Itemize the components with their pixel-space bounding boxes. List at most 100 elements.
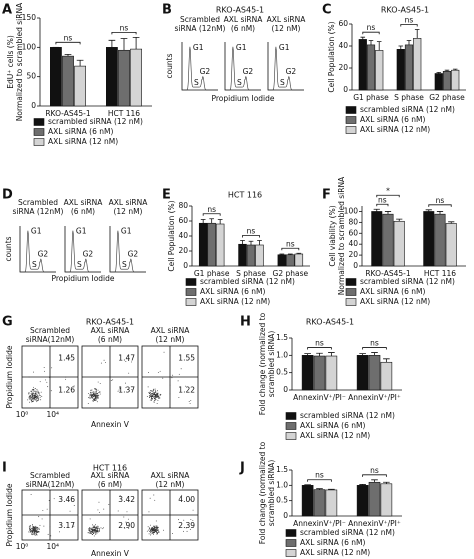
legend-swatch [33,128,45,136]
event-dot [183,530,184,532]
event-dot [95,529,97,531]
event-dot [31,528,33,529]
legend-label: scrambled siRNA (12 nM) [200,277,295,286]
event-dot [152,527,154,529]
y-axis-label: Propidium Iodide [5,483,14,546]
y-axis-label: counts [165,53,174,78]
event-dot [34,530,35,532]
event-dot [29,398,31,400]
event-dot [117,390,119,392]
event-dot [36,398,38,400]
legend-swatch [345,106,357,114]
event-dot [93,531,95,533]
x-tick-label: 10⁰ [16,410,29,419]
event-dot [28,396,30,398]
event-dot [99,530,100,531]
event-dot [95,524,96,526]
sample-label: siRNA (12nM) [13,207,64,216]
quadrant-value: 1.22 [178,386,195,395]
event-dot [32,393,34,395]
significance-bracket [202,213,221,216]
event-dot [90,528,92,530]
event-dot [147,526,149,528]
event-dot [90,531,92,533]
event-dot [155,526,157,528]
bar [423,211,435,267]
event-dot [27,399,29,401]
event-dot [154,396,156,398]
bar [434,73,443,91]
event-dot [146,530,148,532]
peak-label: G2 [243,67,254,76]
y-tick-label: 80 [348,217,358,226]
event-dot [51,367,53,369]
event-dot [98,531,100,532]
event-dot [156,526,158,528]
event-dot [148,529,149,531]
x-axis-label: Propidium Iodide [211,94,274,103]
event-dot [124,527,126,529]
event-dot [48,376,50,378]
panel-letter: F [322,188,331,203]
error-bar [328,488,335,490]
event-dot [154,529,156,531]
significance-bracket [307,347,332,350]
event-dot [30,397,32,399]
peak-label: S [77,260,82,269]
event-dot [103,527,105,529]
error-bar [406,40,412,45]
event-dot [35,394,37,396]
significance-bracket [376,194,400,198]
event-dot [50,390,52,392]
event-dot [88,528,90,530]
event-dot [34,531,35,533]
event-dot [28,392,30,393]
event-dot [151,531,153,533]
x-tick-label: AnnexinV⁺/PI⁻ [293,393,346,402]
significance-label: ns [405,16,414,25]
event-dot [98,395,100,397]
y-axis-label: Fold change (normalized to [258,441,267,544]
legend-label: scrambled siRNA (12 nM) [300,528,395,537]
x-tick-label: 10⁰ [16,542,29,551]
error-bar [368,40,374,45]
event-dot [99,393,101,395]
panel-title: HCT 116 [93,464,127,473]
y-axis-label: Propidium Iodide [5,345,14,408]
event-dot [94,396,96,398]
event-dot [150,394,152,396]
event-dot [34,526,36,528]
event-dot [151,397,153,399]
event-dot [34,395,36,397]
event-dot [94,389,96,391]
event-dot [154,530,156,532]
significance-bracket [362,347,387,350]
error-bar [371,479,378,483]
bar [366,44,376,91]
error-bar [425,209,432,212]
y-tick-label: 0 [283,385,288,394]
event-dot [153,392,155,394]
event-dot [31,395,33,397]
event-dot [35,532,37,534]
event-dot [35,393,37,394]
event-dot [37,527,39,528]
event-dot [92,531,94,533]
event-dot [30,494,32,495]
event-dot [31,532,33,534]
event-dot [92,527,94,528]
panel-title: RKO-AS45-1 [216,6,264,15]
y-tick-label: 40 [348,239,358,248]
event-dot [32,397,34,399]
x-axis-label: Annexin V [91,420,130,429]
event-dot [36,388,38,390]
event-dot [157,399,159,401]
y-tick-label: 20 [338,63,348,72]
legend-swatch [285,539,297,547]
peak-label: G2 [38,250,49,259]
error-bar [316,352,323,357]
event-dot [93,393,95,394]
event-dot [33,393,35,394]
event-dot [169,384,171,386]
significance-bracket [111,31,137,35]
